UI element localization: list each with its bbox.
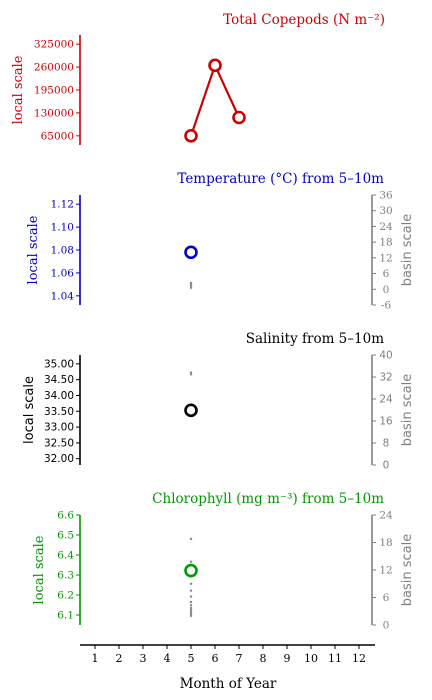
- x-tick-label: 9: [284, 652, 291, 665]
- x-tick-label: 8: [260, 652, 267, 665]
- right-axis-label: basin scale: [400, 374, 415, 446]
- right-tick-label: 24: [379, 394, 393, 406]
- basin-point: [189, 373, 193, 376]
- left-tick-label: 34.00: [44, 390, 74, 402]
- left-tick-label: 6.6: [57, 510, 74, 522]
- right-tick-label: 0: [383, 460, 390, 472]
- x-tick-label: 4: [164, 652, 171, 665]
- x-tick-label: 3: [140, 652, 147, 665]
- right-tick-label: 6: [383, 268, 390, 280]
- data-point: [232, 110, 246, 125]
- x-tick-label: 1: [92, 652, 99, 665]
- x-tick-label: 12: [352, 652, 366, 665]
- right-tick-label: 36: [379, 190, 393, 202]
- data-point: [184, 403, 198, 418]
- panel-title: Total Copepods (N m⁻²): [223, 12, 385, 28]
- right-tick-label: 40: [379, 350, 392, 362]
- x-tick-label: 5: [188, 652, 195, 665]
- left-tick-label: 6.2: [57, 590, 74, 602]
- left-tick-label: 325000: [34, 39, 74, 51]
- basin-point: [189, 600, 193, 604]
- left-tick-label: 6.5: [57, 530, 74, 542]
- basin-point: [189, 371, 193, 374]
- panel-temperature: Temperature (°C) from 5–10m 1.04 1.06 1.08 1…: [26, 171, 415, 312]
- left-tick-label: 1.08: [51, 245, 74, 257]
- x-tick-label: 7: [236, 652, 243, 665]
- basin-point: [189, 611, 193, 614]
- basin-point: [189, 285, 193, 288]
- basin-point: [189, 609, 193, 612]
- left-tick-label: 130000: [34, 107, 74, 119]
- panel-salinity: Salinity from 5–10m 32.00 32.50 33.00 33.50 3…: [22, 331, 415, 472]
- basin-point: [189, 560, 193, 563]
- left-tick-label: 6.4: [57, 550, 74, 562]
- x-tick-label: 11: [328, 652, 342, 665]
- left-axis-label: local scale: [11, 55, 26, 124]
- right-tick-label: 6: [383, 592, 390, 604]
- data-point: [184, 129, 198, 143]
- data-point: [184, 245, 198, 260]
- basin-point: [189, 614, 193, 617]
- left-tick-label: 1.12: [51, 199, 74, 211]
- right-tick-label: 24: [379, 221, 393, 233]
- basin-point: [189, 595, 193, 598]
- right-tick-label: 18: [379, 537, 392, 549]
- series-line: [189, 62, 240, 137]
- left-tick-label: 260000: [34, 62, 74, 74]
- left-tick-label: 6.3: [57, 570, 74, 582]
- basin-point: [189, 604, 193, 607]
- panel-copepods: Total Copepods (N m⁻²) 65000 130000 195000 2…: [11, 12, 385, 145]
- left-tick-label: 1.10: [51, 222, 74, 234]
- basin-point: [189, 281, 193, 285]
- left-tick-label: 33.00: [44, 422, 74, 434]
- x-axis-label: Month of Year: [180, 676, 277, 692]
- left-tick-label: 1.06: [51, 267, 75, 279]
- right-axis-label: basin scale: [400, 214, 415, 286]
- left-axis-label: local scale: [26, 215, 41, 284]
- right-tick-label: 18: [379, 237, 392, 249]
- right-tick-label: 8: [383, 438, 390, 450]
- right-tick-label: 16: [379, 416, 393, 428]
- basin-point: [189, 286, 193, 289]
- left-tick-label: 195000: [34, 85, 74, 97]
- right-tick-label: -6: [381, 300, 392, 312]
- left-axis-label: local scale: [32, 535, 47, 604]
- basin-point: [189, 606, 193, 610]
- data-point: [208, 58, 222, 73]
- left-axis-label: local scale: [22, 376, 37, 444]
- x-tick-label: 10: [304, 652, 318, 665]
- right-axis-label: basin scale: [400, 534, 415, 606]
- x-tick-label: 2: [116, 652, 123, 665]
- left-tick-label: 33.50: [44, 406, 74, 418]
- x-axis: 1 2 3 4 5 6 7 8 9 10 11 12 Month of Year: [80, 644, 375, 692]
- left-tick-label: 34.50: [44, 374, 74, 386]
- basin-point: [189, 612, 193, 616]
- panel-title: Chlorophyll (mg m⁻³) from 5–10m: [152, 491, 384, 507]
- left-tick-label: 1.04: [51, 290, 75, 302]
- left-tick-label: 65000: [41, 130, 74, 142]
- right-tick-label: 24: [379, 510, 393, 522]
- right-tick-label: 12: [379, 565, 392, 577]
- basin-point: [189, 283, 193, 286]
- right-tick-label: 0: [383, 284, 390, 296]
- data-point: [184, 563, 198, 578]
- x-tick-label: 6: [212, 652, 219, 665]
- left-tick-label: 32.00: [44, 453, 74, 465]
- right-tick-label: 30: [379, 205, 392, 217]
- basin-point: [189, 537, 193, 540]
- basin-point: [189, 582, 193, 585]
- panel-title: Temperature (°C) from 5–10m: [177, 171, 384, 187]
- basin-point: [189, 589, 193, 592]
- left-tick-label: 35.00: [44, 358, 74, 370]
- left-tick-label: 6.1: [57, 610, 74, 622]
- left-tick-label: 32.50: [44, 437, 74, 449]
- right-tick-label: 12: [379, 252, 392, 264]
- panel-chlorophyll: Chlorophyll (mg m⁻³) from 5–10m 6.1 6.2 6.3…: [32, 491, 415, 632]
- panel-title: Salinity from 5–10m: [246, 331, 384, 347]
- right-tick-label: 0: [383, 620, 390, 632]
- right-tick-label: 32: [379, 372, 392, 384]
